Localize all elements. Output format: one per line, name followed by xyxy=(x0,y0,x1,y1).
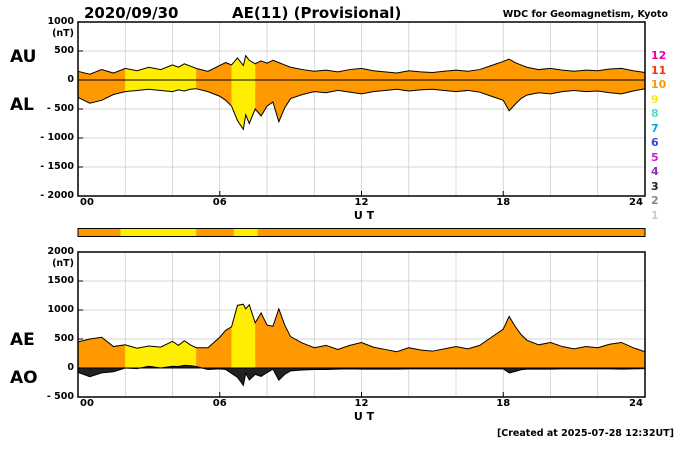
y-tick-label: - 1500 xyxy=(40,161,74,172)
x-tick-label: 24 xyxy=(629,197,643,208)
data-source-label: WDC for Geomagnetism, Kyoto xyxy=(502,9,668,20)
legend-station-count: 8 xyxy=(651,107,659,120)
x-tick-label: 12 xyxy=(354,398,369,409)
station-count-bar xyxy=(77,228,646,237)
top-panel-unit-label: (nT) xyxy=(52,28,74,39)
legend-station-count: 1 xyxy=(651,208,659,222)
ao-index-label: AO xyxy=(10,368,38,388)
y-tick-label: 1500 xyxy=(47,275,74,286)
y-tick-label: 1000 xyxy=(47,304,74,315)
bottom-panel-unit-label: (nT) xyxy=(52,258,74,269)
au-al-chart xyxy=(77,21,646,197)
legend-station-count: 10 xyxy=(651,78,667,91)
legend-station-count: 9 xyxy=(651,92,659,106)
legend-station-count: 6 xyxy=(651,136,659,149)
x-tick-label: 24 xyxy=(629,398,643,409)
legend-station-count: 11 xyxy=(651,63,667,77)
x-tick-label: 06 xyxy=(212,398,227,409)
created-timestamp: [Created at 2025-07-28 12:32UT] xyxy=(496,428,674,439)
y-tick-label: - 1000 xyxy=(40,132,74,143)
al-index-label: AL xyxy=(10,95,34,115)
plot-date: 2020/09/30 xyxy=(84,4,179,22)
legend-station-count: 2 xyxy=(651,194,659,207)
ae-ao-chart xyxy=(77,251,646,398)
x-tick-label: 00 xyxy=(80,398,94,409)
au-index-label: AU xyxy=(10,47,37,67)
y-tick-label: 0 xyxy=(67,74,74,85)
legend-station-count: 3 xyxy=(651,179,659,193)
x-tick-label: 00 xyxy=(80,197,94,208)
plot-title: AE(11) (Provisional) xyxy=(232,4,402,22)
y-tick-label: - 2000 xyxy=(40,190,74,201)
y-tick-label: 1000 xyxy=(47,16,74,27)
top-panel-x-axis-title: U T xyxy=(353,209,375,222)
ae-index-label: AE xyxy=(10,330,35,350)
bottom-panel-x-axis-title: U T xyxy=(353,410,375,423)
station-count-legend: 12 11 10 9 8 7 6 5 4 3 2 1 xyxy=(651,49,677,223)
y-tick-label: 2000 xyxy=(47,246,74,257)
x-tick-label: 06 xyxy=(212,197,227,208)
x-tick-label: 18 xyxy=(496,398,511,409)
legend-station-count: 12 xyxy=(651,49,667,62)
legend-station-count: 7 xyxy=(651,121,659,135)
x-tick-label: 12 xyxy=(354,197,369,208)
x-tick-label: 18 xyxy=(496,197,511,208)
legend-station-count: 5 xyxy=(651,150,659,164)
y-tick-label: - 500 xyxy=(46,391,74,402)
legend-station-count: 4 xyxy=(651,165,659,178)
